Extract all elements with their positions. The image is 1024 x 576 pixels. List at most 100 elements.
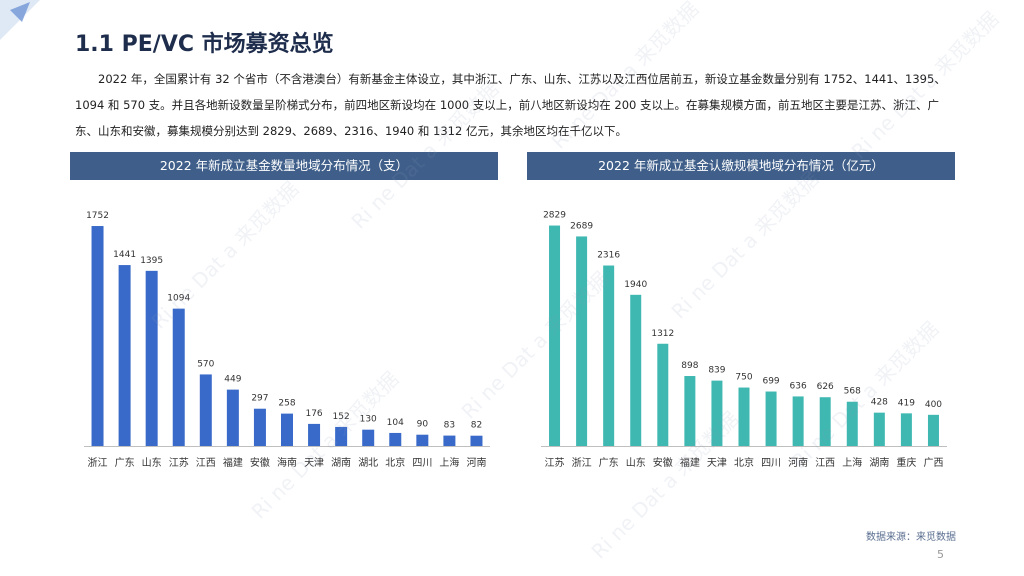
x-tick-label: 河南 xyxy=(788,456,808,469)
data-source: 数据来源：来觅数据 xyxy=(866,532,956,543)
x-tick-label: 浙江 xyxy=(572,457,592,469)
data-label: 750 xyxy=(735,373,752,383)
x-tick-label: 广西 xyxy=(923,457,943,469)
data-label: 568 xyxy=(844,387,861,397)
bar-广东 xyxy=(118,265,131,446)
x-tick-label: 浙江 xyxy=(88,457,108,469)
data-label: 90 xyxy=(417,420,429,430)
x-tick-label: 重庆 xyxy=(896,456,916,469)
page-title: 1.1 PE/VC 市场募资总览 xyxy=(75,32,334,57)
data-label: 1312 xyxy=(651,329,674,339)
x-tick-label: 四川 xyxy=(761,458,781,469)
x-tick-label: 四川 xyxy=(412,458,432,469)
data-label: 297 xyxy=(251,394,268,404)
bar-安徽 xyxy=(253,408,266,446)
x-tick-label: 福建 xyxy=(680,456,700,469)
x-tick-label: 湖南 xyxy=(331,456,351,469)
bar-福建 xyxy=(226,389,239,446)
data-label: 1395 xyxy=(140,256,163,266)
bar-四川 xyxy=(765,391,777,446)
data-label: 636 xyxy=(790,381,807,391)
bar-山东 xyxy=(630,294,642,446)
data-label: 1940 xyxy=(624,280,647,290)
data-label: 419 xyxy=(898,398,915,408)
bar-广东 xyxy=(603,265,615,446)
bar-四川 xyxy=(416,434,429,446)
x-tick-label: 山东 xyxy=(626,456,646,469)
x-tick-label: 福建 xyxy=(223,456,243,469)
x-tick-label: 江苏 xyxy=(545,456,565,469)
bar-北京 xyxy=(389,432,402,446)
x-tick-label: 广东 xyxy=(599,456,619,469)
data-label: 626 xyxy=(817,382,834,392)
bar-江苏 xyxy=(549,225,561,446)
intro-paragraph: 2022 年，全国累计有 32 个省市（不含港澳台）有新基金主体设立，其中浙江、… xyxy=(75,72,946,138)
x-tick-label: 海南 xyxy=(277,456,297,469)
bar-浙江 xyxy=(576,236,588,446)
bar-山东 xyxy=(145,270,158,446)
bar-湖南 xyxy=(335,426,348,446)
data-label: 82 xyxy=(471,421,482,431)
left-chart-title: 2022 年新成立基金数量地域分布情况（支） xyxy=(70,152,498,180)
corner-decoration xyxy=(0,0,40,40)
bar-重庆 xyxy=(900,413,912,446)
data-label: 1441 xyxy=(113,250,136,260)
left-chart-panel: 2022 年新成立基金数量地域分布情况（支） 1752 浙江 1441 广东 1395 山… xyxy=(70,152,498,494)
right-bar-chart: 2829 江苏 2689 浙江 2316 广东 1940 山东 1312 安徽 898 福建 839 天津… xyxy=(541,211,947,469)
bar-广西 xyxy=(927,414,939,446)
data-label: 839 xyxy=(708,366,725,376)
bar-海南 xyxy=(281,413,293,446)
right-chart-panel: 2022 年新成立基金认缴规模地域分布情况（亿元） 2829 江苏 2689 浙江 23… xyxy=(527,152,955,494)
data-label: 1752 xyxy=(86,211,109,221)
x-tick-label: 江西 xyxy=(815,457,835,469)
x-tick-label: 天津 xyxy=(304,457,324,469)
bar-河南 xyxy=(792,396,804,446)
bar-湖南 xyxy=(873,412,885,446)
bar-上海 xyxy=(846,401,858,446)
data-label: 130 xyxy=(360,415,377,425)
bar-江西 xyxy=(819,397,831,446)
x-tick-label: 上海 xyxy=(842,456,862,469)
x-tick-label: 广东 xyxy=(115,456,135,469)
x-tick-label: 山东 xyxy=(142,456,162,469)
x-tick-label: 安徽 xyxy=(250,456,270,469)
bar-江苏 xyxy=(172,308,185,446)
x-tick-label: 江苏 xyxy=(169,456,189,469)
x-tick-label: 河南 xyxy=(466,456,486,469)
data-label: 176 xyxy=(305,409,322,419)
data-label: 428 xyxy=(871,398,888,408)
bar-湖北 xyxy=(362,429,375,446)
bar-福建 xyxy=(684,376,696,446)
data-label: 2316 xyxy=(597,251,620,261)
x-tick-label: 上海 xyxy=(439,456,459,469)
x-tick-label: 湖南 xyxy=(869,456,889,469)
x-tick-label: 江西 xyxy=(196,457,216,469)
x-tick-label: 北京 xyxy=(734,456,754,469)
data-label: 83 xyxy=(444,421,455,431)
x-tick-label: 湖北 xyxy=(358,457,378,469)
page-number: 5 xyxy=(937,548,944,561)
left-bar-chart: 1752 浙江 1441 广东 1395 山东 1094 江苏 570 江西 449 福建 297 安徽 2… xyxy=(84,211,490,469)
bar-河南 xyxy=(470,435,483,446)
bar-浙江 xyxy=(91,226,104,446)
data-label: 400 xyxy=(925,400,942,410)
x-tick-label: 天津 xyxy=(707,457,727,469)
data-label: 2689 xyxy=(570,221,593,231)
data-label: 570 xyxy=(197,359,214,369)
bar-天津 xyxy=(711,380,723,446)
data-label: 699 xyxy=(762,377,779,387)
bar-安徽 xyxy=(657,343,669,446)
x-tick-label: 北京 xyxy=(385,456,405,469)
x-tick-label: 安徽 xyxy=(653,456,673,469)
right-chart-title: 2022 年新成立基金认缴规模地域分布情况（亿元） xyxy=(527,152,955,180)
data-label: 449 xyxy=(224,375,241,385)
data-label: 104 xyxy=(387,418,404,428)
data-label: 898 xyxy=(681,361,698,371)
bar-北京 xyxy=(738,387,750,446)
bar-上海 xyxy=(443,435,456,446)
bar-江西 xyxy=(199,374,212,446)
data-label: 1094 xyxy=(167,294,190,304)
data-label: 2829 xyxy=(543,211,566,221)
bar-天津 xyxy=(308,423,321,446)
data-label: 152 xyxy=(333,412,350,422)
